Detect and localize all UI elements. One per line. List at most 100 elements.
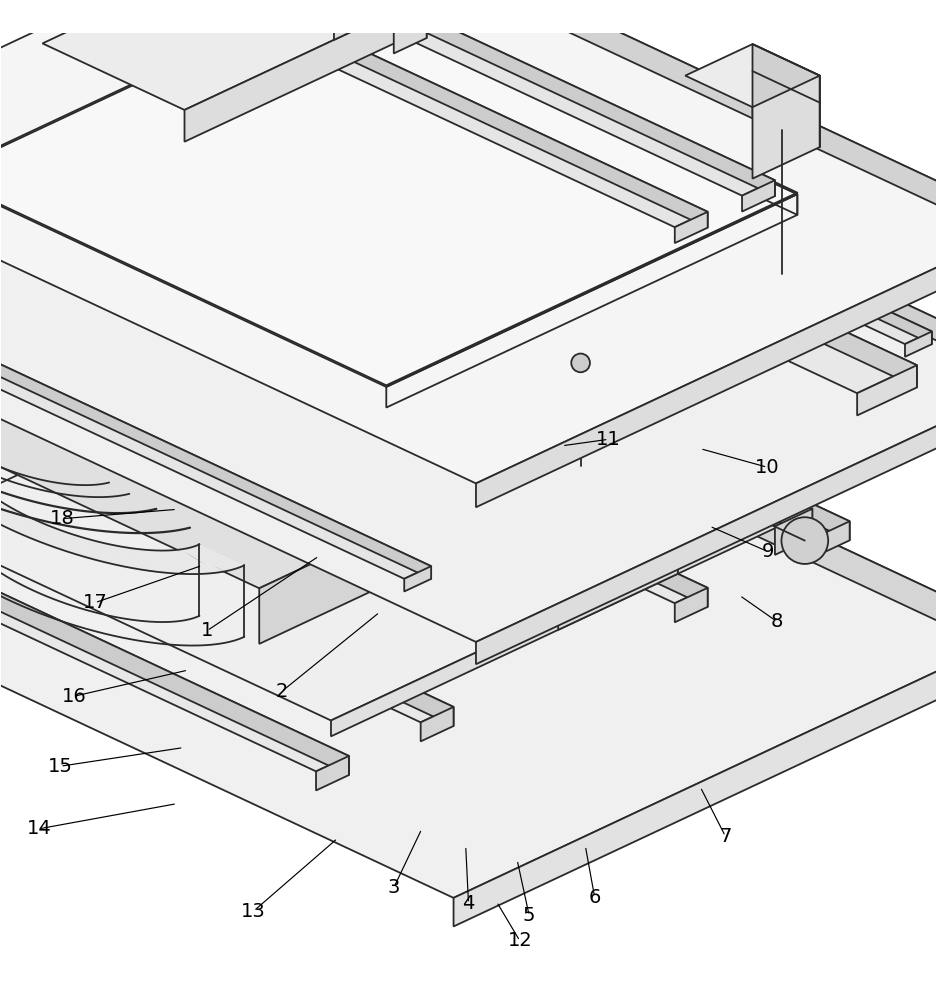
- Polygon shape: [396, 320, 769, 495]
- Text: 6: 6: [588, 888, 600, 907]
- Polygon shape: [0, 511, 22, 523]
- Polygon shape: [0, 427, 453, 722]
- Polygon shape: [102, 289, 122, 333]
- Polygon shape: [0, 502, 7, 510]
- Polygon shape: [0, 176, 936, 898]
- Polygon shape: [318, 285, 341, 375]
- Polygon shape: [674, 588, 707, 622]
- Polygon shape: [759, 484, 812, 537]
- Polygon shape: [252, 0, 774, 196]
- Polygon shape: [184, 0, 707, 228]
- Polygon shape: [166, 550, 205, 574]
- Polygon shape: [202, 0, 292, 33]
- Polygon shape: [453, 632, 936, 926]
- Text: 10: 10: [754, 458, 779, 477]
- Polygon shape: [393, 0, 426, 38]
- Polygon shape: [155, 550, 190, 574]
- Polygon shape: [181, 549, 224, 572]
- Polygon shape: [193, 546, 240, 569]
- Polygon shape: [252, 241, 849, 540]
- Polygon shape: [144, 550, 174, 573]
- Polygon shape: [219, 0, 774, 196]
- Text: 7: 7: [719, 827, 731, 846]
- Polygon shape: [161, 551, 197, 574]
- Text: 9: 9: [760, 542, 773, 561]
- Polygon shape: [315, 756, 348, 790]
- Polygon shape: [13, 519, 40, 534]
- Polygon shape: [185, 548, 229, 572]
- Polygon shape: [603, 388, 677, 518]
- Polygon shape: [420, 707, 453, 741]
- Polygon shape: [259, 448, 558, 644]
- Polygon shape: [0, 199, 207, 297]
- Polygon shape: [65, 289, 132, 355]
- Text: 18: 18: [50, 509, 74, 528]
- Polygon shape: [420, 311, 518, 357]
- Polygon shape: [674, 212, 707, 243]
- Circle shape: [781, 517, 827, 564]
- Polygon shape: [558, 518, 677, 630]
- Polygon shape: [0, 250, 132, 320]
- Polygon shape: [0, 505, 11, 514]
- Polygon shape: [348, 241, 431, 486]
- Polygon shape: [222, 0, 363, 26]
- Polygon shape: [138, 549, 167, 573]
- Text: 15: 15: [48, 757, 73, 776]
- Polygon shape: [304, 22, 936, 394]
- Polygon shape: [856, 365, 916, 415]
- Polygon shape: [0, 286, 431, 579]
- Polygon shape: [171, 550, 212, 574]
- Polygon shape: [110, 308, 707, 607]
- Polygon shape: [0, 223, 154, 321]
- Polygon shape: [423, 328, 446, 355]
- Polygon shape: [42, 0, 438, 110]
- Polygon shape: [737, 309, 916, 393]
- Polygon shape: [184, 0, 438, 142]
- Polygon shape: [72, 289, 122, 312]
- Circle shape: [571, 354, 590, 372]
- Polygon shape: [30, 525, 53, 542]
- Polygon shape: [49, 530, 66, 548]
- Polygon shape: [124, 307, 154, 337]
- Polygon shape: [0, 508, 17, 519]
- Polygon shape: [112, 545, 131, 568]
- Polygon shape: [219, 241, 849, 537]
- Polygon shape: [333, 355, 468, 497]
- Polygon shape: [0, 499, 1, 506]
- Polygon shape: [27, 199, 207, 299]
- Polygon shape: [255, 16, 292, 62]
- Polygon shape: [99, 542, 113, 564]
- Polygon shape: [50, 250, 132, 324]
- Text: 4: 4: [461, 894, 475, 913]
- Polygon shape: [0, 294, 558, 588]
- Text: 11: 11: [595, 430, 621, 449]
- Text: 5: 5: [522, 906, 534, 925]
- Polygon shape: [85, 538, 95, 560]
- Polygon shape: [176, 549, 218, 573]
- Polygon shape: [184, 285, 341, 358]
- Polygon shape: [629, 409, 726, 455]
- Polygon shape: [39, 527, 59, 545]
- Polygon shape: [267, 241, 431, 318]
- Polygon shape: [207, 295, 341, 438]
- Polygon shape: [307, 51, 931, 344]
- Polygon shape: [76, 536, 86, 557]
- Polygon shape: [752, 44, 819, 147]
- Polygon shape: [66, 534, 80, 554]
- Polygon shape: [330, 503, 794, 736]
- Polygon shape: [150, 550, 183, 574]
- Polygon shape: [0, 514, 28, 527]
- Polygon shape: [408, 0, 438, 5]
- Polygon shape: [240, 0, 292, 45]
- Text: 14: 14: [26, 819, 51, 838]
- Polygon shape: [189, 547, 235, 570]
- Polygon shape: [297, 0, 438, 23]
- Polygon shape: [446, 344, 468, 434]
- Text: 16: 16: [62, 687, 86, 706]
- Text: 8: 8: [769, 612, 782, 631]
- Polygon shape: [229, 294, 558, 504]
- Polygon shape: [77, 308, 707, 603]
- Polygon shape: [311, 344, 468, 418]
- Polygon shape: [684, 44, 819, 107]
- Polygon shape: [403, 566, 431, 592]
